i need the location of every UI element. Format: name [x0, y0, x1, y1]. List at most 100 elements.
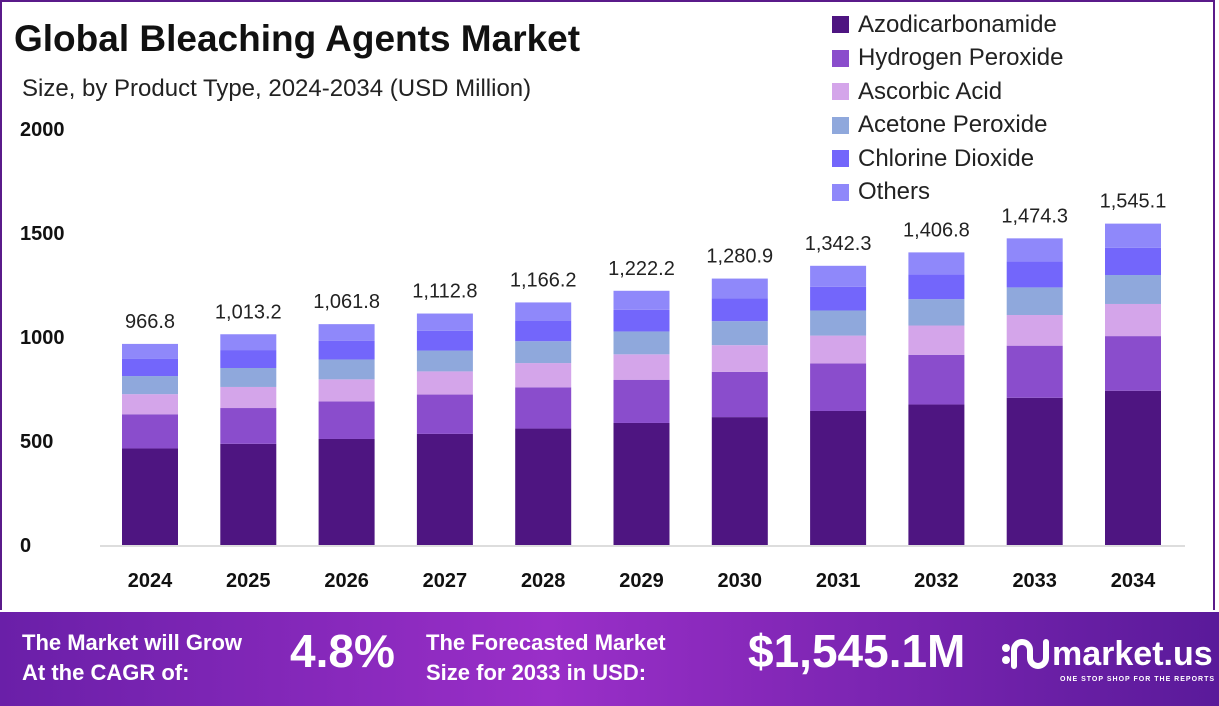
x-tick-label: 2025 [226, 570, 271, 592]
bar-segment-acetone-peroxide [416, 350, 473, 372]
total-label: 1,406.8 [903, 219, 970, 241]
y-tick-label: 1000 [20, 327, 65, 349]
bar-segment-others [122, 343, 178, 359]
bar-segment-others [810, 265, 867, 287]
forecast-label-line2: Size for 2033 in USD: [426, 660, 647, 685]
bar-segment-azodicarbonamide [220, 443, 277, 545]
total-label: 1,112.8 [412, 281, 477, 303]
logo-name: market.us [1052, 634, 1213, 673]
bar-segment-others [318, 324, 375, 341]
total-label: 1,545.1 [1100, 191, 1167, 213]
bar-segment-others [220, 334, 277, 351]
bar-segment-chlorine-dioxide [1006, 261, 1063, 288]
bar-segment-acetone-peroxide [318, 359, 375, 380]
x-tick-label: 2026 [324, 570, 369, 592]
x-tick-label: 2027 [423, 570, 468, 592]
chart-frame [0, 0, 1215, 610]
legend-item: Chlorine Dioxide [832, 142, 1063, 176]
legend-swatch [832, 83, 849, 101]
bar-segment-azodicarbonamide [711, 417, 768, 545]
x-tick-label: 2029 [619, 570, 664, 592]
legend: Azodicarbonamide Hydrogen Peroxide Ascorbi… [832, 8, 1063, 209]
bar-segment-acetone-peroxide [220, 367, 277, 387]
bar-segment-hydrogen-peroxide [416, 394, 473, 434]
bar-segment-ascorbic-acid [1006, 315, 1063, 346]
legend-swatch [832, 49, 849, 67]
bar-segment-ascorbic-acid [711, 345, 768, 372]
y-tick-label: 1500 [20, 223, 65, 245]
legend-item: Azodicarbonamide [832, 8, 1063, 42]
bar-segment-chlorine-dioxide [613, 309, 670, 332]
legend-label: Chlorine Dioxide [858, 144, 1035, 172]
bar-segment-chlorine-dioxide [810, 286, 867, 311]
chart-title: Global Bleaching Agents Market [14, 18, 581, 59]
legend-label: Azodicarbonamide [858, 10, 1057, 38]
footer-banner: The Market will Grow At the CAGR of: 4.8%… [0, 612, 1219, 706]
cagr-label-line2: At the CAGR of: [22, 660, 190, 685]
bar-segment-acetone-peroxide [908, 299, 965, 326]
legend-swatch [832, 116, 849, 134]
chart-subtitle: Size, by Product Type, 2024-2034 (USD Mi… [22, 75, 532, 102]
bar-segment-chlorine-dioxide [416, 330, 473, 351]
bar-segment-others [908, 252, 965, 275]
forecast-label-line1: The Forecasted Market [426, 630, 666, 655]
bar-segment-hydrogen-peroxide [220, 408, 277, 444]
y-tick-label: 0 [20, 535, 31, 557]
market-us-logo: market.us ONE STOP SHOP FOR THE REPORTS [1000, 634, 1214, 683]
bar-segment-azodicarbonamide [810, 410, 867, 545]
x-tick-label: 2024 [128, 570, 173, 592]
bar-segment-ascorbic-acid [122, 394, 178, 415]
bar-segment-hydrogen-peroxide [908, 354, 965, 405]
bar-segment-azodicarbonamide [416, 433, 473, 545]
bar-segment-ascorbic-acid [416, 371, 473, 395]
bar-segment-hydrogen-peroxide [711, 371, 768, 418]
bar-segment-chlorine-dioxide [908, 274, 965, 300]
forecast-value: $1,545.1M [748, 625, 966, 677]
total-label: 1,013.2 [215, 301, 282, 323]
bar-segment-hydrogen-peroxide [810, 363, 867, 411]
bar-segment-others [613, 290, 670, 310]
legend-item: Acetone Peroxide [832, 109, 1063, 143]
bar-segment-acetone-peroxide [613, 331, 670, 355]
bar-segment-ascorbic-acid [515, 363, 572, 388]
bar-segment-ascorbic-acid [810, 335, 867, 364]
total-label: 1,342.3 [805, 233, 872, 255]
bar-segment-acetone-peroxide [515, 341, 572, 364]
bar-segment-hydrogen-peroxide [318, 401, 375, 439]
bar-segment-hydrogen-peroxide [613, 379, 670, 423]
bar-segment-azodicarbonamide [1105, 390, 1161, 545]
bar-segment-azodicarbonamide [613, 422, 670, 545]
total-label: 1,280.9 [706, 246, 773, 268]
bar-segment-others [1006, 238, 1063, 262]
chart-plot: 0 500 1000 1500 2000 966.8 2024 1,013.2 2025 1,06… [20, 119, 1185, 592]
legend-label: Acetone Peroxide [858, 111, 1048, 139]
bar-segment-hydrogen-peroxide [515, 387, 572, 429]
bar-segment-chlorine-dioxide [122, 358, 178, 377]
bar-segment-acetone-peroxide [122, 376, 178, 395]
bar-segment-ascorbic-acid [1105, 303, 1161, 337]
bar-segment-acetone-peroxide [1105, 275, 1161, 304]
bar-segment-acetone-peroxide [1006, 287, 1063, 316]
legend-item: Ascorbic Acid [832, 75, 1063, 109]
bar-segment-azodicarbonamide [908, 404, 965, 545]
x-tick-label: 2032 [914, 570, 959, 592]
x-tick-label: 2034 [1111, 570, 1156, 592]
forecast-label: The Forecasted Market Size for 2033 in US… [426, 628, 666, 688]
bar-segment-acetone-peroxide [810, 310, 867, 336]
legend-item: Others [832, 176, 1063, 210]
legend-label: Ascorbic Acid [858, 77, 1003, 105]
bar-segment-ascorbic-acid [908, 325, 965, 355]
total-label: 1,061.8 [313, 291, 380, 313]
x-tick-label: 2033 [1012, 570, 1057, 592]
legend-swatch [832, 150, 849, 168]
x-tick-label: 2028 [521, 570, 566, 592]
y-tick-label: 500 [20, 431, 53, 453]
bar-segment-hydrogen-peroxide [1105, 336, 1161, 391]
x-tick-label: 2031 [816, 570, 861, 592]
bar-segment-ascorbic-acid [318, 379, 375, 402]
legend-label: Others [858, 178, 931, 206]
bar-segment-chlorine-dioxide [318, 340, 375, 360]
y-tick-label: 2000 [20, 119, 65, 141]
bar-segment-others [416, 313, 473, 331]
x-tick-label: 2030 [718, 570, 763, 592]
